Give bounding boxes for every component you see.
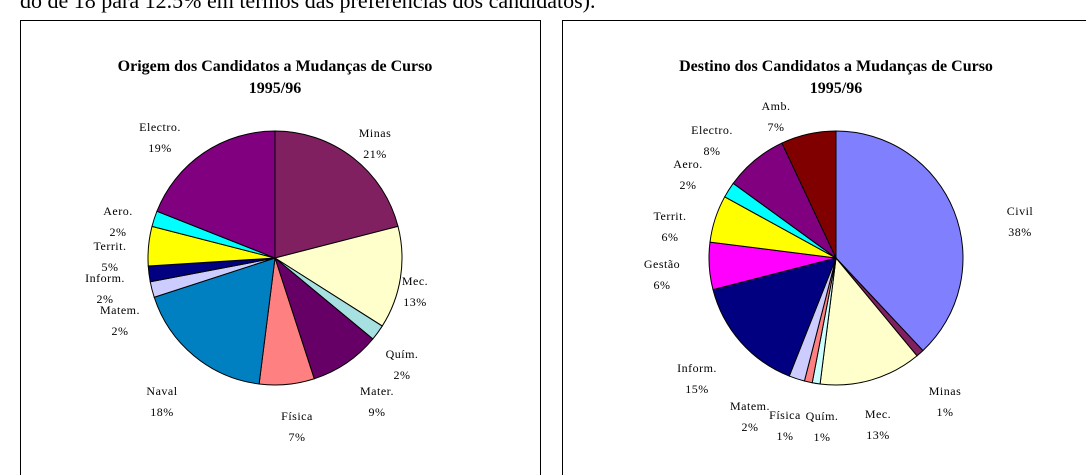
slice-value: 19%: [148, 141, 172, 155]
slice-value: 13%: [403, 295, 427, 309]
slice-value: 2%: [97, 292, 114, 306]
slice-value: 8%: [704, 144, 721, 158]
slice-label: Aero.: [103, 204, 133, 218]
slice-value: 2%: [110, 225, 127, 239]
slice-value: 7%: [289, 430, 306, 444]
slice-value: 21%: [363, 147, 387, 161]
slice-value: 6%: [654, 278, 671, 292]
pie-slice: [819, 256, 918, 386]
pie-slice: [273, 225, 403, 327]
slice-value: 1%: [814, 430, 831, 444]
slice-value: 5%: [102, 260, 119, 274]
slice-label: Territ.: [654, 209, 687, 223]
chart-frame: [562, 20, 1086, 475]
pie-slice: [153, 257, 276, 385]
pie-slice: [835, 130, 964, 352]
pie-slice: [274, 130, 399, 259]
slice-label: Minas: [929, 384, 962, 398]
pie-slice: [781, 130, 837, 259]
slice-value: 2%: [680, 178, 697, 192]
slice-label: Mater.: [360, 384, 394, 398]
pie-slice: [712, 257, 837, 377]
slice-value: 6%: [662, 230, 679, 244]
slice-label: Electro.: [691, 123, 733, 137]
slice-label: Mec.: [865, 407, 891, 421]
body-text: do de 18 para 12.5% em termos das prefer…: [20, 0, 596, 13]
slice-label: Territ.: [94, 239, 127, 253]
slice-value: 38%: [1008, 225, 1032, 239]
slice-label: Naval: [146, 384, 177, 398]
slice-value: 2%: [112, 324, 129, 338]
slice-label: Aero.: [673, 157, 703, 171]
slice-label: Inform.: [677, 361, 717, 375]
slice-label: Gestão: [644, 257, 680, 271]
slice-value: 2%: [394, 368, 411, 382]
slice-label: Matem.: [100, 303, 140, 317]
slice-value: 18%: [150, 405, 174, 419]
chart-frame: [20, 20, 541, 475]
slice-label: Electro.: [139, 120, 181, 134]
slice-value: 9%: [369, 405, 386, 419]
slice-label: Quím.: [806, 409, 839, 423]
slice-label: Civil: [1007, 204, 1034, 218]
slice-value: 1%: [937, 405, 954, 419]
slice-label: Minas: [359, 126, 392, 140]
slice-label: Física: [281, 409, 313, 423]
slice-label: Amb.: [762, 99, 791, 113]
slice-value: 2%: [742, 420, 759, 434]
slice-label: Física: [769, 408, 801, 422]
chart-title: Destino dos Candidatos a Mudanças de Cur…: [679, 58, 993, 97]
chart-title: Origem dos Candidatos a Mudanças de Curs…: [117, 58, 433, 97]
slice-label: Mec.: [402, 274, 428, 288]
slice-label: Quím.: [386, 347, 419, 361]
slice-value: 13%: [866, 428, 890, 442]
slice-label: Matem.: [730, 399, 770, 413]
slice-value: 7%: [768, 120, 785, 134]
slice-value: 15%: [685, 382, 709, 396]
pie-slice: [156, 130, 276, 259]
slice-value: 1%: [777, 429, 794, 443]
slice-label: Inform.: [85, 271, 125, 285]
